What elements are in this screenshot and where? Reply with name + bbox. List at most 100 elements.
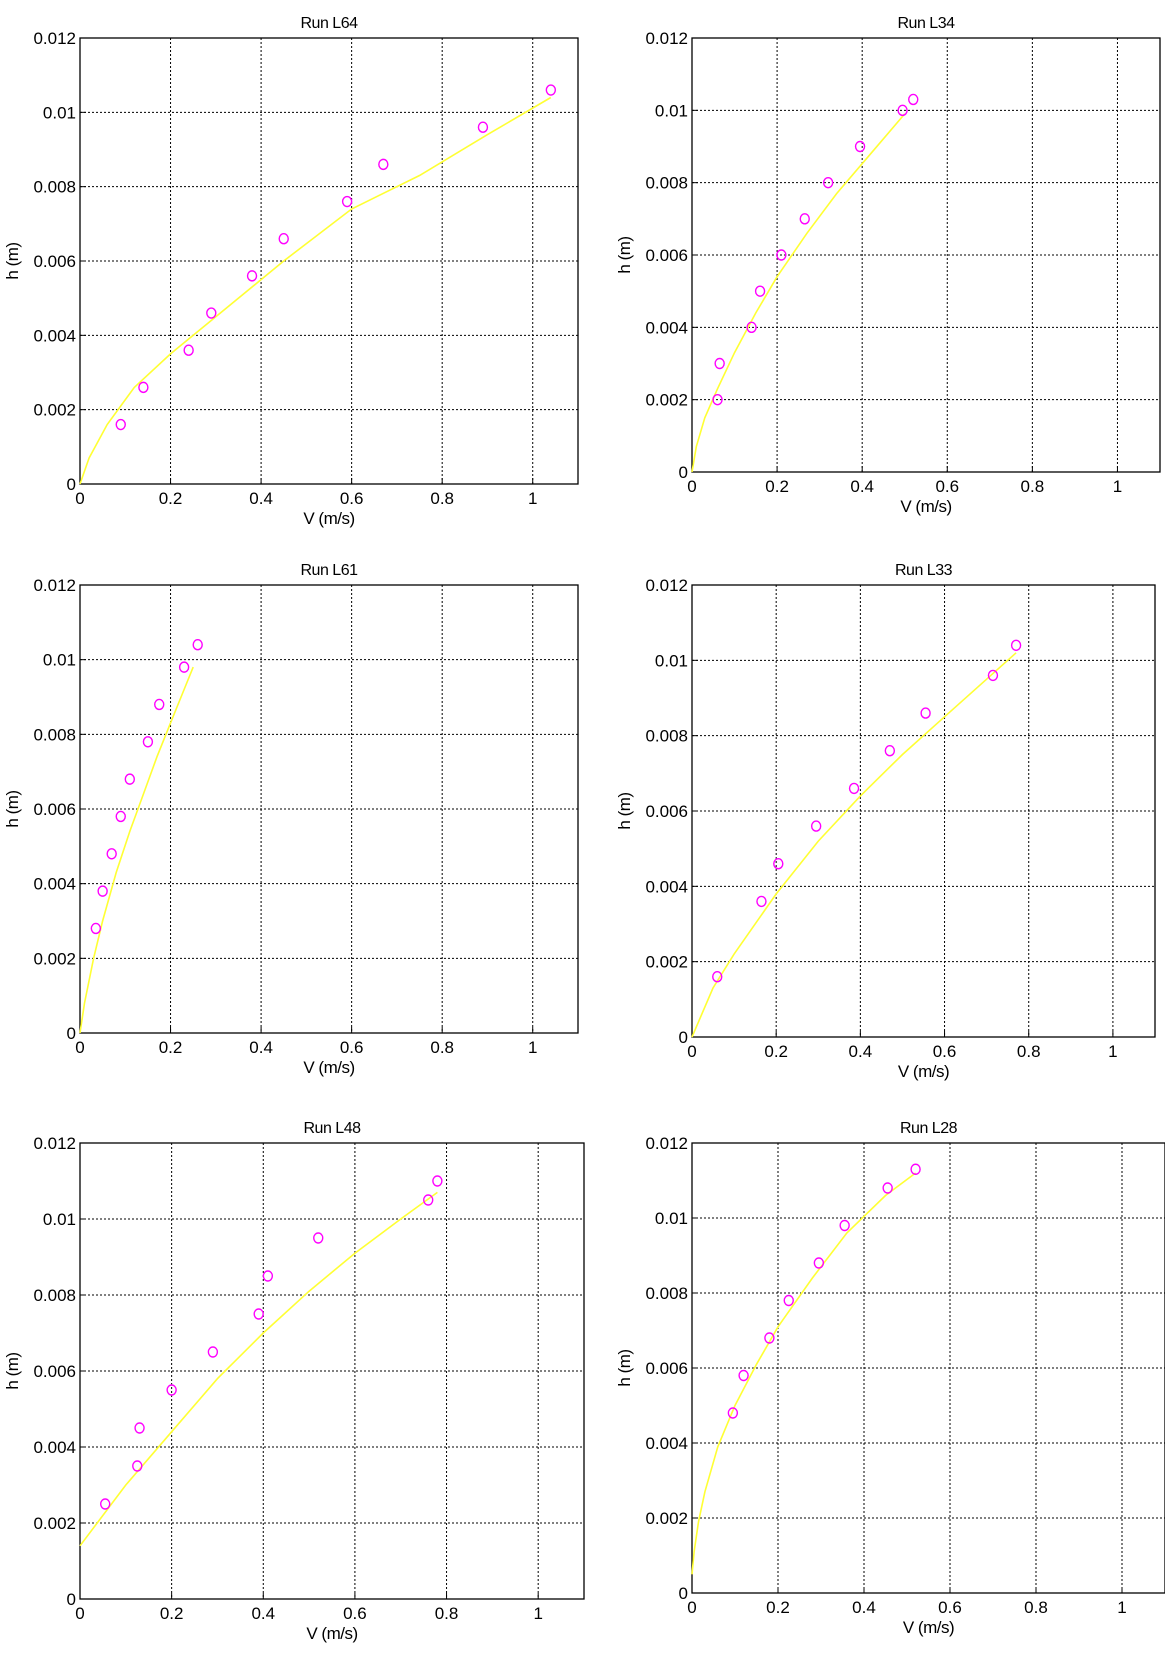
data-point bbox=[97, 885, 108, 897]
data-point bbox=[178, 661, 190, 673]
data-point bbox=[854, 140, 866, 153]
y-tick-label: 0.01 bbox=[655, 651, 688, 670]
data-point bbox=[848, 782, 860, 795]
fit-line bbox=[691, 113, 906, 473]
x-axis-label: V (m/s) bbox=[303, 1058, 354, 1077]
data-point bbox=[246, 270, 258, 282]
data-point bbox=[90, 922, 102, 935]
y-tick-label: 0 bbox=[679, 463, 688, 482]
data-point bbox=[776, 249, 787, 261]
data-point bbox=[115, 418, 126, 431]
chart-panel-1: 0 0.2 0.4 0.6 0.8 1 0 0.002 0.004 0.006 0.008 0.01 0… bbox=[3, 15, 579, 528]
y-axis-label: h (m) bbox=[3, 1352, 22, 1389]
y-tick-label: 0 bbox=[679, 1028, 688, 1047]
x-tick-label: 0.8 bbox=[435, 1604, 459, 1623]
data-point bbox=[262, 1270, 274, 1282]
x-tick-label: 0.4 bbox=[849, 1042, 873, 1061]
x-axis-label: V (m/s) bbox=[900, 497, 951, 516]
data-point bbox=[132, 1460, 143, 1472]
data-point bbox=[432, 1175, 443, 1187]
chart-title: Run L64 bbox=[301, 15, 359, 32]
y-tick-label: 0 bbox=[679, 1584, 688, 1603]
data-point bbox=[764, 1332, 775, 1344]
x-tick-label: 0.2 bbox=[159, 489, 183, 508]
x-tick-label: 1 bbox=[1117, 1598, 1126, 1617]
data-point bbox=[884, 745, 896, 757]
fit-line bbox=[79, 96, 552, 485]
y-tick-label: 0.004 bbox=[33, 1438, 76, 1457]
y-tick-label: 0.01 bbox=[43, 651, 76, 670]
chart-title: Run L48 bbox=[304, 1120, 362, 1137]
chart-panel-4: 0 0.2 0.4 0.6 0.8 1 0 0.002 0.004 0.006 0.008 0.01 0… bbox=[615, 562, 1156, 1081]
x-tick-label: 1 bbox=[533, 1604, 542, 1623]
data-point bbox=[134, 1422, 145, 1434]
x-tick-label: 0.2 bbox=[765, 477, 789, 496]
x-tick-label: 0.4 bbox=[850, 477, 874, 496]
y-tick-label: 0.002 bbox=[33, 949, 76, 968]
x-tick-label: 0.8 bbox=[1021, 477, 1045, 496]
y-tick-label: 0.006 bbox=[33, 800, 76, 819]
data-point bbox=[799, 213, 810, 225]
data-point bbox=[207, 1346, 219, 1358]
x-tick-label: 0 bbox=[687, 1042, 696, 1061]
data-point bbox=[908, 93, 919, 106]
y-tick-label: 0.012 bbox=[645, 29, 688, 48]
y-tick-label: 0.01 bbox=[655, 1209, 688, 1228]
x-tick-label: 0.4 bbox=[249, 489, 273, 508]
data-point bbox=[477, 121, 489, 133]
x-tick-label: 0.6 bbox=[935, 477, 959, 496]
x-tick-label: 0.6 bbox=[933, 1042, 957, 1061]
data-point bbox=[138, 381, 149, 394]
y-axis-label: h (m) bbox=[3, 242, 22, 279]
y-tick-label: 0 bbox=[67, 1024, 76, 1043]
data-point bbox=[545, 84, 557, 96]
data-point bbox=[115, 810, 126, 823]
y-tick-label: 0.006 bbox=[645, 1359, 688, 1378]
fit-line bbox=[79, 666, 194, 1034]
data-point bbox=[746, 321, 757, 334]
data-point bbox=[313, 1232, 324, 1244]
data-point bbox=[253, 1308, 264, 1320]
data-point bbox=[1010, 639, 1022, 651]
x-axis-label: V (m/s) bbox=[898, 1062, 949, 1081]
y-axis-label: h (m) bbox=[615, 1349, 634, 1386]
chart-panel-5: 0 0.2 0.4 0.6 0.8 1 0 0.002 0.004 0.006 0.008 0.01 0… bbox=[3, 1120, 585, 1643]
y-tick-label: 0.002 bbox=[645, 1509, 688, 1528]
data-point bbox=[106, 848, 117, 860]
data-point bbox=[987, 669, 999, 682]
x-tick-label: 0 bbox=[75, 489, 84, 508]
x-tick-label: 0.2 bbox=[766, 1598, 790, 1617]
data-point bbox=[756, 895, 767, 908]
fit-line bbox=[691, 1172, 917, 1575]
x-axis-label: V (m/s) bbox=[306, 1624, 357, 1643]
data-point bbox=[920, 707, 931, 719]
y-tick-label: 0.006 bbox=[645, 802, 688, 821]
chart-title: Run L34 bbox=[898, 15, 956, 32]
y-tick-label: 0.006 bbox=[645, 246, 688, 265]
y-tick-label: 0.012 bbox=[33, 576, 76, 595]
y-tick-label: 0.002 bbox=[33, 1514, 76, 1533]
data-point bbox=[423, 1194, 434, 1206]
y-tick-label: 0.008 bbox=[645, 1284, 688, 1303]
y-tick-label: 0.012 bbox=[645, 1134, 688, 1153]
x-tick-label: 0.8 bbox=[1024, 1598, 1048, 1617]
y-tick-label: 0.01 bbox=[43, 103, 76, 122]
data-point bbox=[99, 1498, 111, 1510]
x-tick-label: 1 bbox=[1113, 477, 1122, 496]
data-point bbox=[712, 393, 723, 406]
y-tick-label: 0.01 bbox=[43, 1210, 76, 1229]
y-axis-label: h (m) bbox=[3, 790, 22, 827]
data-point bbox=[206, 307, 217, 319]
data-point bbox=[727, 1407, 739, 1419]
y-tick-label: 0.008 bbox=[645, 727, 688, 746]
y-tick-label: 0.004 bbox=[645, 877, 688, 896]
x-tick-label: 0.4 bbox=[251, 1604, 275, 1623]
data-point bbox=[810, 820, 822, 832]
data-point bbox=[183, 344, 194, 356]
data-point bbox=[142, 736, 154, 748]
y-tick-label: 0 bbox=[67, 475, 76, 494]
y-tick-label: 0.006 bbox=[33, 1362, 76, 1381]
data-point bbox=[783, 1294, 794, 1307]
data-point bbox=[278, 232, 289, 245]
chart-panel-2: 0 0.2 0.4 0.6 0.8 1 0 0.002 0.004 0.006 0.008 0.01 0… bbox=[615, 15, 1161, 516]
